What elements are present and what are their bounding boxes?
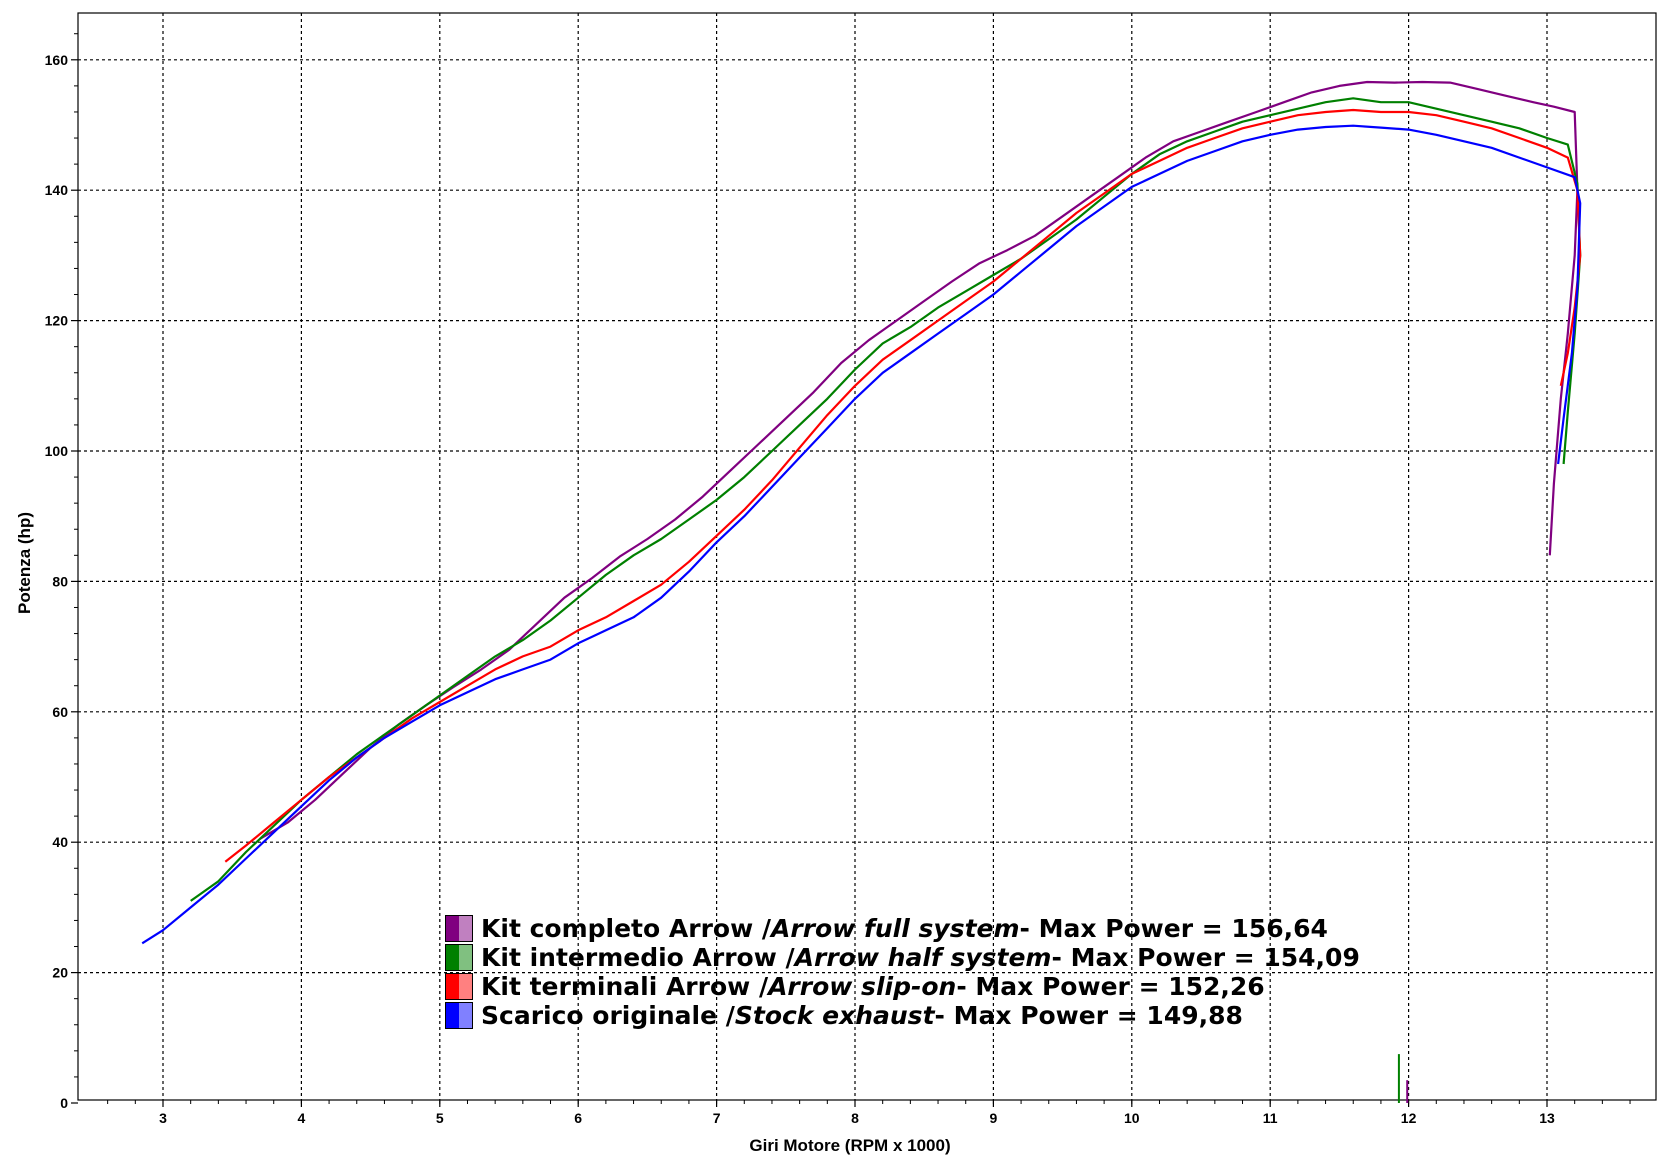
grid-lines — [78, 13, 1656, 1100]
legend-item-full-system: Kit completo Arrow / Arrow full system -… — [445, 914, 1360, 943]
legend-item-stock: Scarico originale / Stock exhaust - Max … — [445, 1001, 1360, 1030]
plot-area — [77, 12, 1657, 1101]
x-tick-label: 4 — [298, 1110, 306, 1126]
x-tick-label: 12 — [1401, 1110, 1417, 1126]
series-line-0 — [259, 80, 1579, 840]
y-tick-label: 120 — [45, 313, 69, 329]
legend-label-italic: Arrow full system — [771, 914, 1020, 943]
x-tick-label: 3 — [159, 1110, 167, 1126]
legend-item-half-system: Kit intermedio Arrow / Arrow half system… — [445, 943, 1360, 972]
legend: Kit completo Arrow / Arrow full system -… — [445, 914, 1360, 1030]
legend-label-main: Kit terminali Arrow / — [481, 972, 769, 1001]
y-tick-label: 80 — [52, 573, 68, 589]
legend-label-tail: - Max Power = 156,64 — [1019, 914, 1328, 943]
legend-label-main: Scarico originale / — [481, 1001, 735, 1030]
legend-label-tail: - Max Power = 149,88 — [934, 1001, 1243, 1030]
legend-label-italic: Arrow slip-on — [768, 972, 957, 1001]
legend-item-slip-on: Kit terminali Arrow / Arrow slip-on - Ma… — [445, 972, 1360, 1001]
legend-swatch-slip-on — [445, 973, 473, 1000]
x-tick-label: 7 — [713, 1110, 721, 1126]
legend-swatch-full-system — [445, 915, 473, 942]
legend-label-italic: Arrow half system — [794, 943, 1052, 972]
x-tick-label: 9 — [990, 1110, 998, 1126]
legend-swatch-stock — [445, 1002, 473, 1029]
legend-label-main: Kit completo Arrow / — [481, 914, 772, 943]
x-tick-label: 10 — [1124, 1110, 1140, 1126]
legend-label-italic: Stock exhaust — [734, 1001, 935, 1030]
legend-label-tail: - Max Power = 152,26 — [956, 972, 1265, 1001]
legend-swatch-half-system — [445, 944, 473, 971]
y-tick-label: 100 — [45, 443, 69, 459]
y-tick-label: 60 — [52, 704, 68, 720]
series-line-2 — [224, 108, 1582, 863]
y-axis-label: Potenza (hp) — [15, 512, 34, 614]
x-tick-label: 6 — [574, 1110, 582, 1126]
legend-label-main: Kit intermedio Arrow / — [481, 943, 795, 972]
y-tick-label: 0 — [60, 1095, 68, 1111]
y-tick-label: 20 — [52, 965, 68, 981]
series-line-3 — [141, 124, 1582, 945]
x-tick-label: 8 — [851, 1110, 859, 1126]
x-tick-label: 11 — [1263, 1110, 1278, 1126]
series-line-1 — [190, 97, 1582, 902]
series-lines — [141, 80, 1582, 1103]
y-tick-label: 140 — [45, 182, 69, 198]
y-tick-label: 160 — [45, 52, 69, 68]
x-axis-label: Giri Motore (RPM x 1000) — [749, 1136, 950, 1155]
axis-ticks: 3 4 5 6 7 8 9 10 11 12 13 0 20 40 60 80 100 120 140 160 — [45, 33, 1631, 1126]
y-tick-label: 40 — [52, 834, 68, 850]
x-tick-label: 5 — [436, 1110, 444, 1126]
x-tick-label: 13 — [1539, 1110, 1555, 1126]
legend-label-tail: - Max Power = 154,09 — [1051, 943, 1360, 972]
